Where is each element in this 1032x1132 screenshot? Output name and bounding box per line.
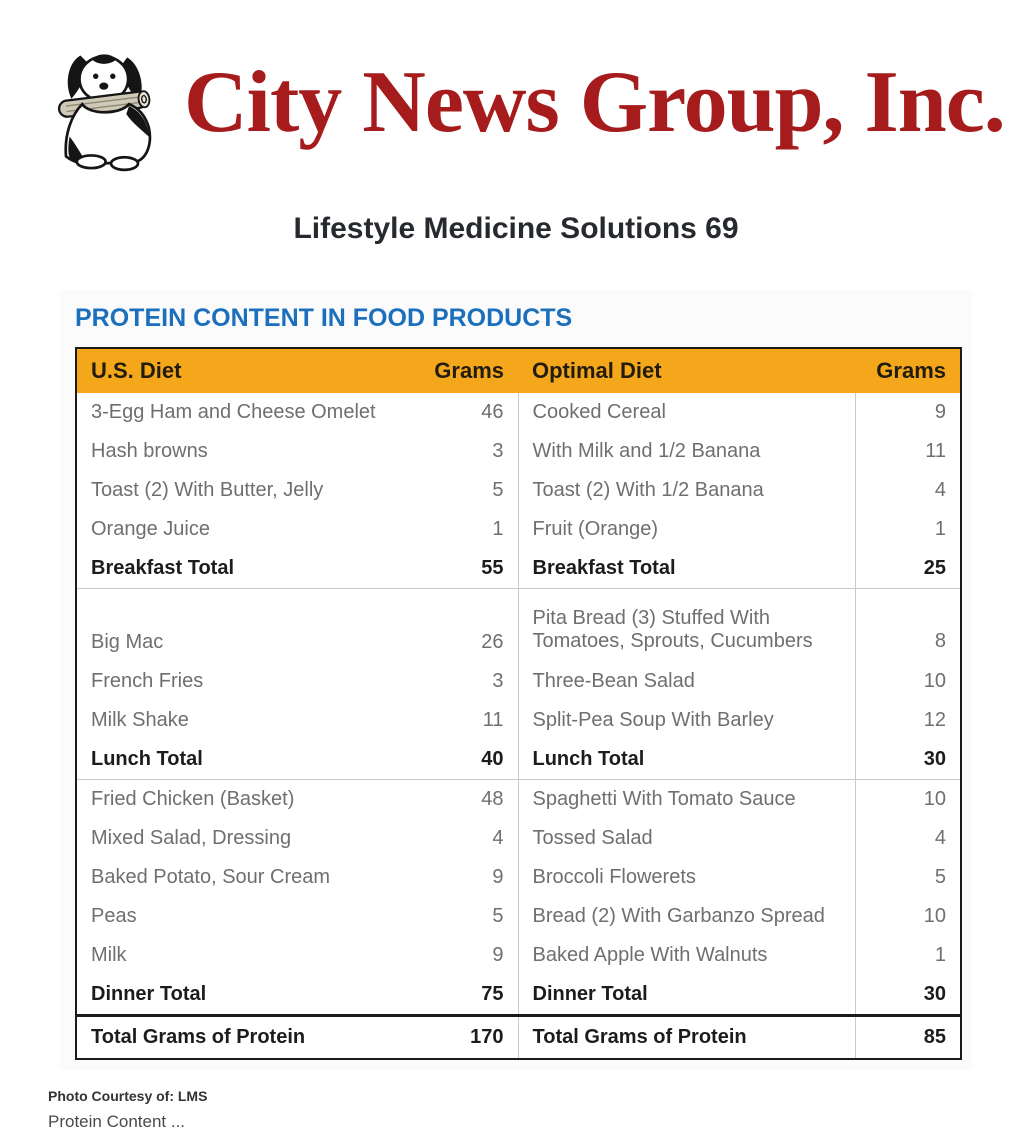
- food-table-row: Peas 5 Bread (2) With Garbanzo Spread 10: [76, 897, 961, 936]
- food-item-cell: Tossed Salad: [517, 819, 855, 858]
- grams-cell: 48: [481, 788, 504, 810]
- grams-cell: 1: [492, 518, 504, 540]
- food-item-cell: With Milk and 1/2 Banana: [517, 432, 855, 471]
- grams-cell: 5: [492, 479, 504, 501]
- food-table-row: French Fries 3 Three-Bean Salad 10: [76, 662, 961, 701]
- section-total-row: Breakfast Total 55 Breakfast Total 25: [76, 549, 961, 589]
- col-header-us-diet: U.S. Diet: [76, 348, 412, 393]
- grams-cell: 5: [492, 905, 504, 927]
- section-total-row: Lunch Total 40 Lunch Total 30: [76, 740, 961, 780]
- col-header-grams-left: Grams: [412, 348, 518, 393]
- grams-cell: 9: [492, 944, 504, 966]
- grand-total-row: Total Grams of Protein 170 Total Grams of …: [76, 1015, 961, 1059]
- food-item-cell: Total Grams of Protein: [91, 1026, 306, 1048]
- food-item-cell: Split-Pea Soup With Barley: [517, 701, 855, 740]
- protein-panel: PROTEIN CONTENT IN FOOD PRODUCTS U.S. Di…: [60, 290, 972, 1070]
- food-item-cell: Breakfast Total: [517, 549, 855, 589]
- food-item-cell: Milk Shake: [91, 709, 189, 731]
- grams-cell: 9: [492, 866, 504, 888]
- food-item-cell: Cooked Cereal: [517, 393, 855, 432]
- food-item-cell: Fried Chicken (Basket): [91, 788, 295, 810]
- food-item-cell: Dinner Total: [517, 975, 855, 1016]
- food-item-cell: Bread (2) With Garbanzo Spread: [517, 897, 855, 936]
- food-item-cell: Big Mac: [91, 631, 164, 653]
- food-table-row: Toast (2) With Butter, Jelly 5 Toast (2) W…: [76, 471, 961, 510]
- food-table-row: Milk 9 Baked Apple With Walnuts 1: [76, 936, 961, 975]
- photo-credit: Photo Courtesy of: LMS: [48, 1088, 208, 1104]
- grams-cell: 9: [854, 393, 961, 432]
- grams-cell: 85: [854, 1015, 961, 1059]
- food-item-cell: Three-Bean Salad: [517, 662, 855, 701]
- food-item-cell: Breakfast Total: [91, 557, 235, 579]
- food-item-cell: Toast (2) With Butter, Jelly: [91, 479, 324, 501]
- grams-cell: 4: [854, 471, 961, 510]
- food-item-cell: French Fries: [91, 670, 204, 692]
- food-item-cell: Milk: [91, 944, 127, 966]
- food-item-cell: 3-Egg Ham and Cheese Omelet: [91, 401, 376, 423]
- protein-table-body: 3-Egg Ham and Cheese Omelet 46 Cooked Cere…: [76, 393, 961, 1059]
- food-table-row: Fried Chicken (Basket) 48 Spaghetti With T…: [76, 779, 961, 819]
- food-item-cell: Baked Potato, Sour Cream: [91, 866, 331, 888]
- food-item-cell: Broccoli Flowerets: [517, 858, 855, 897]
- grams-cell: 11: [482, 709, 504, 731]
- grams-cell: 3: [492, 440, 504, 462]
- food-table-row: Milk Shake 11 Split-Pea Soup With Barley 12: [76, 701, 961, 740]
- brand-name: City News Group, Inc.: [184, 54, 1006, 151]
- grams-cell: 30: [854, 975, 961, 1016]
- food-item-cell: Toast (2) With 1/2 Banana: [517, 471, 855, 510]
- food-item-cell: Lunch Total: [517, 740, 855, 780]
- dog-with-newspaper-icon: [48, 25, 174, 182]
- food-table-row: Baked Potato, Sour Cream 9 Broccoli Flower…: [76, 858, 961, 897]
- grams-cell: 11: [854, 432, 961, 471]
- grams-cell: 10: [854, 779, 961, 819]
- food-item-cell: Mixed Salad, Dressing: [91, 827, 292, 849]
- grams-cell: 40: [481, 748, 504, 770]
- protein-table: U.S. Diet Grams Optimal Diet Grams 3-Egg…: [75, 347, 962, 1060]
- food-table-row: Mixed Salad, Dressing 4 Tossed Salad 4: [76, 819, 961, 858]
- food-item-cell: Fruit (Orange): [517, 510, 855, 549]
- grams-cell: 75: [481, 983, 504, 1005]
- grams-cell: 12: [854, 701, 961, 740]
- grams-cell: 8: [854, 588, 961, 662]
- page-footer: Photo Courtesy of: LMS Protein Content .…: [48, 1088, 1032, 1132]
- grams-cell: 3: [492, 670, 504, 692]
- grams-cell: 4: [492, 827, 504, 849]
- page-caption: Protein Content ...: [48, 1112, 186, 1131]
- page-title: Lifestyle Medicine Solutions 69: [293, 212, 739, 245]
- grams-cell: 1: [854, 510, 961, 549]
- grams-cell: 26: [481, 631, 504, 653]
- grams-cell: 4: [854, 819, 961, 858]
- food-table-row: Orange Juice 1 Fruit (Orange) 1: [76, 510, 961, 549]
- food-item-cell: Baked Apple With Walnuts: [517, 936, 855, 975]
- food-item-cell: Orange Juice: [91, 518, 210, 540]
- grams-cell: 55: [481, 557, 504, 579]
- grams-cell: 30: [854, 740, 961, 780]
- food-item-cell: Dinner Total: [91, 983, 207, 1005]
- food-item-cell: Peas: [91, 905, 137, 927]
- food-item-cell: Lunch Total: [91, 748, 203, 770]
- food-table-row: 3-Egg Ham and Cheese Omelet 46 Cooked Cere…: [76, 393, 961, 432]
- grams-cell: 25: [854, 549, 961, 589]
- section-total-row: Dinner Total 75 Dinner Total 30: [76, 975, 961, 1016]
- grams-cell: 10: [854, 662, 961, 701]
- food-table-row: Big Mac 26 Pita Bread (3) Stuffed With Tom…: [76, 588, 961, 662]
- food-table-row: Hash browns 3 With Milk and 1/2 Banana 11: [76, 432, 961, 471]
- col-header-grams-right: Grams: [855, 348, 961, 393]
- food-item-cell: Spaghetti With Tomato Sauce: [517, 779, 855, 819]
- grams-cell: 1: [854, 936, 961, 975]
- table-title: PROTEIN CONTENT IN FOOD PRODUCTS: [75, 304, 573, 332]
- grams-cell: 170: [470, 1026, 504, 1048]
- page-header: City News Group, Inc.: [0, 0, 1032, 188]
- food-item-cell: Pita Bread (3) Stuffed With Tomatoes, Sp…: [517, 588, 855, 662]
- food-item-cell: Hash browns: [91, 440, 208, 462]
- grams-cell: 10: [854, 897, 961, 936]
- table-header-row: U.S. Diet Grams Optimal Diet Grams: [76, 348, 961, 393]
- col-header-optimal-diet: Optimal Diet: [518, 348, 855, 393]
- grams-cell: 46: [481, 401, 504, 423]
- food-item-cell: Total Grams of Protein: [517, 1015, 855, 1059]
- grams-cell: 5: [854, 858, 961, 897]
